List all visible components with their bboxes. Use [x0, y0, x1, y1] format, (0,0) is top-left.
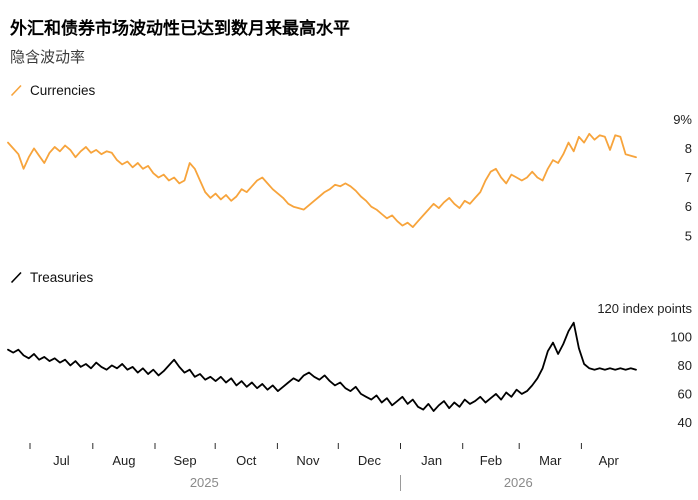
legend-treasuries-label: Treasuries — [30, 270, 94, 285]
y-tick-label: 100 — [670, 329, 692, 344]
month-label: Jan — [421, 453, 442, 468]
chart-subtitle: 隐含波动率 — [10, 49, 86, 66]
legend-currencies: Currencies — [10, 83, 688, 98]
legend-treasuries: Treasuries — [10, 270, 688, 285]
legend-currencies-label: Currencies — [30, 83, 96, 98]
chart-title: 外汇和债券市场波动性已达到数月来最高水平 — [10, 19, 350, 38]
y-tick-label: 7 — [685, 170, 692, 185]
month-label: Sep — [174, 453, 197, 468]
month-label: Jul — [53, 453, 70, 468]
y-tick-label: 8 — [685, 141, 692, 156]
month-label: Apr — [599, 453, 620, 468]
month-label: Feb — [480, 453, 502, 468]
x-axis: Jul Aug Sep Oct Nov Dec Jan Feb Mar Apr 2025 2026 — [29, 443, 620, 491]
month-label: Mar — [539, 453, 562, 468]
y-tick-label: 6 — [685, 199, 692, 214]
month-label: Nov — [296, 453, 320, 468]
month-label: Aug — [112, 453, 135, 468]
treasuries-chart: 40 60 80 100 120 index points — [7, 301, 692, 430]
currencies-line-icon — [10, 84, 22, 97]
treasuries-line-icon — [10, 271, 22, 284]
y-tick-label: 40 — [678, 415, 692, 430]
month-label: Oct — [236, 453, 257, 468]
currencies-line — [7, 132, 637, 228]
year-label: 2025 — [190, 475, 219, 490]
y-tick-label: 60 — [678, 386, 692, 401]
y-tick-label: 5 — [685, 228, 692, 243]
y-tick-label: 80 — [678, 358, 692, 373]
y-tick-label: 9% — [673, 112, 692, 127]
treasuries-line — [7, 321, 637, 412]
y-tick-label: 120 index points — [597, 301, 692, 316]
year-label: 2026 — [504, 475, 533, 490]
month-label: Dec — [358, 453, 382, 468]
currencies-chart: 5 6 7 8 9% — [7, 112, 692, 243]
